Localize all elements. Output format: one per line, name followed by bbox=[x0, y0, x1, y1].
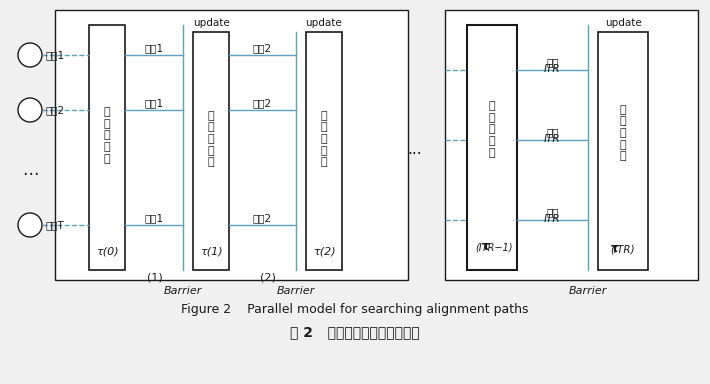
Text: 进刖1: 进刖1 bbox=[144, 213, 163, 223]
Text: Barrier: Barrier bbox=[164, 286, 202, 296]
Text: Barrier: Barrier bbox=[277, 286, 315, 296]
Text: 进刖1: 进刖1 bbox=[144, 98, 163, 108]
Text: update: update bbox=[192, 18, 229, 28]
Text: 信
息
素
矩
阵: 信 息 素 矩 阵 bbox=[208, 111, 214, 167]
Text: Barrier: Barrier bbox=[569, 286, 607, 296]
Text: (ITR−1): (ITR−1) bbox=[475, 243, 513, 253]
Text: 进化: 进化 bbox=[546, 207, 559, 217]
Text: 信
息
素
矩
阵: 信 息 素 矩 阵 bbox=[104, 107, 110, 164]
Bar bbox=[467, 25, 517, 270]
Bar bbox=[445, 10, 698, 280]
Text: 图 2   搜索比对路径并行化模型: 图 2 搜索比对路径并行化模型 bbox=[290, 325, 420, 339]
Text: …: … bbox=[22, 161, 38, 179]
Text: Figure 2    Parallel model for searching alignment paths: Figure 2 Parallel model for searching al… bbox=[181, 303, 529, 316]
Text: τ: τ bbox=[611, 242, 619, 255]
Bar bbox=[89, 25, 125, 270]
Text: 线程T: 线程T bbox=[46, 220, 65, 230]
Text: ...: ... bbox=[408, 142, 422, 157]
Text: (1): (1) bbox=[147, 272, 163, 282]
Text: ITR: ITR bbox=[544, 214, 561, 224]
Text: ITR: ITR bbox=[544, 134, 561, 144]
Text: 进刖2: 进刖2 bbox=[253, 43, 272, 53]
Text: 进刖1: 进刖1 bbox=[144, 43, 163, 53]
Text: update: update bbox=[305, 18, 342, 28]
Text: 进化: 进化 bbox=[546, 57, 559, 67]
Bar bbox=[55, 10, 408, 280]
Text: 线程1: 线程1 bbox=[46, 50, 65, 60]
Text: 进刖2: 进刖2 bbox=[253, 98, 272, 108]
Text: τ(0): τ(0) bbox=[96, 247, 119, 257]
Text: 信
息
素
矩
阵: 信 息 素 矩 阵 bbox=[620, 105, 626, 161]
Circle shape bbox=[18, 213, 42, 237]
Bar bbox=[193, 32, 229, 270]
Text: τ: τ bbox=[482, 240, 490, 253]
Bar bbox=[598, 32, 648, 270]
Text: 进刖2: 进刖2 bbox=[253, 213, 272, 223]
Text: τ(2): τ(2) bbox=[312, 247, 335, 257]
Text: update: update bbox=[605, 18, 641, 28]
Text: (ITR): (ITR) bbox=[611, 245, 635, 255]
Text: τ(1): τ(1) bbox=[200, 247, 222, 257]
Text: 线程2: 线程2 bbox=[46, 105, 65, 115]
Bar bbox=[306, 32, 342, 270]
Text: ITR: ITR bbox=[544, 64, 561, 74]
Text: 进化: 进化 bbox=[546, 127, 559, 137]
Text: 信
息
素
矩
阵: 信 息 素 矩 阵 bbox=[321, 111, 327, 167]
Circle shape bbox=[18, 43, 42, 67]
Circle shape bbox=[18, 98, 42, 122]
Text: (2): (2) bbox=[260, 272, 276, 282]
Text: 信
息
素
矩
阵: 信 息 素 矩 阵 bbox=[488, 101, 496, 158]
